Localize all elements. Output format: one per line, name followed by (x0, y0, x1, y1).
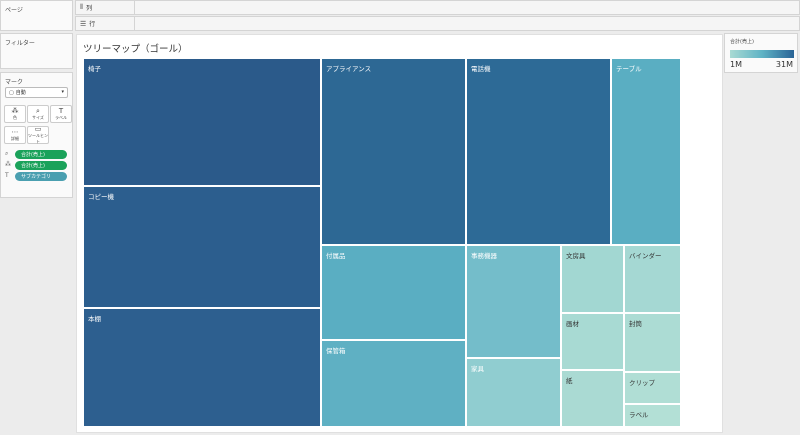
mark-type-dropdown[interactable]: ▢ 自動 ▾ (5, 87, 68, 98)
pages-panel-title: ページ (5, 7, 23, 14)
label-button[interactable]: T ラベル (50, 105, 72, 123)
treemap-cell-label: 本棚 (88, 315, 101, 323)
treemap-cell-label: 電話機 (471, 65, 491, 73)
detail-button-label: 詳細 (11, 135, 19, 141)
detail-icon: ⋯ (11, 127, 19, 136)
rows-shelf-header: ☰ 行 (76, 17, 135, 30)
label-icon: T (58, 106, 64, 115)
label-icon: T (5, 172, 9, 179)
sheet-title: ツリーマップ（ゴール） (83, 44, 188, 55)
treemap-cell-label: 画材 (566, 320, 579, 328)
size-button-label: サイズ (32, 114, 44, 120)
mark-type-icon: ▢ (9, 89, 14, 96)
columns-shelf-header: ⦀ 列 (76, 1, 135, 14)
color-button[interactable]: ⁂ 色 (4, 105, 26, 123)
color-icon: ⁂ (5, 161, 11, 168)
treemap-cell[interactable]: ラベル (624, 404, 681, 427)
treemap-chart[interactable]: 椅子コピー機本棚 アプライアンス 電話機 テーブル付属品保管箱 事務機器家具 文房具 バイン… (83, 58, 681, 427)
rows-icon: ☰ (80, 19, 87, 28)
tooltip-icon: ▭ (34, 124, 42, 133)
treemap-cell[interactable]: テーブル (611, 58, 681, 245)
detail-button[interactable]: ⋯ 詳細 (4, 126, 26, 144)
size-icon: ⌕ (36, 106, 40, 115)
pages-panel: ページ (0, 0, 73, 31)
filters-panel[interactable]: フィルター (0, 33, 73, 69)
color-button-label: 色 (13, 114, 17, 120)
size-pill[interactable]: 合計(売上) (15, 150, 67, 159)
treemap-cell[interactable]: アプライアンス (321, 58, 466, 245)
mark-type-value: 自動 (15, 90, 26, 96)
treemap-cell[interactable]: 保管箱 (321, 340, 466, 427)
treemap-cell[interactable]: 画材 (561, 313, 624, 370)
rows-shelf[interactable]: ☰ 行 (75, 16, 800, 31)
treemap-cell[interactable]: 封筒 (624, 313, 681, 372)
treemap-cell[interactable]: 本棚 (83, 308, 321, 427)
columns-icon: ⦀ (80, 3, 84, 11)
legend-gradient-bar (730, 50, 794, 58)
legend-min-label: 1M (730, 60, 742, 69)
treemap-cell[interactable]: 文房具 (561, 245, 624, 313)
treemap-cell[interactable]: 椅子 (83, 58, 321, 186)
marks-panel: マーク ▢ 自動 ▾ ⁂ 色 ⌕ サイズ T ラベル ⋯ 詳細 ▭ ツールヒント… (0, 72, 73, 198)
columns-shelf[interactable]: ⦀ 列 (75, 0, 800, 15)
size-pill-label: 合計(売上) (21, 152, 45, 158)
treemap-cell[interactable]: 電話機 (466, 58, 611, 245)
treemap-cell[interactable]: バインダー (624, 245, 681, 313)
treemap-cell-label: ラベル (629, 411, 649, 419)
color-icon: ⁂ (11, 106, 19, 115)
treemap-cell-label: 椅子 (88, 65, 101, 73)
columns-shelf-label: 列 (86, 5, 93, 12)
size-icon: ⌕ (5, 150, 9, 157)
chevron-down-icon: ▾ (61, 89, 64, 95)
treemap-cell[interactable]: 家具 (466, 358, 561, 427)
treemap-cell-label: 事務機器 (471, 252, 497, 260)
treemap-cell-label: バインダー (629, 252, 662, 260)
marks-panel-title: マーク (5, 79, 24, 86)
color-pill-label: 合計(売上) (21, 163, 45, 169)
treemap-cell-label: アプライアンス (326, 65, 372, 73)
worksheet: ツリーマップ（ゴール） 椅子コピー機本棚 アプライアンス 電話機 テーブル付属品保管箱… (76, 34, 723, 433)
treemap-cell-label: 紙 (566, 377, 573, 385)
treemap-cell-label: テーブル (616, 65, 642, 73)
left-empty-area (0, 200, 73, 435)
label-pill-label: サブカテゴリ (21, 174, 52, 180)
size-button[interactable]: ⌕ サイズ (27, 105, 49, 123)
rows-shelf-label: 行 (89, 21, 96, 28)
treemap-cell[interactable]: コピー機 (83, 186, 321, 308)
treemap-cell-label: コピー機 (88, 193, 114, 201)
treemap-cell[interactable]: クリップ (624, 372, 681, 404)
tooltip-button-label: ツールヒント (28, 132, 48, 144)
filters-panel-title: フィルター (5, 40, 35, 47)
label-button-label: ラベル (55, 114, 67, 120)
legend-max-label: 31M (775, 60, 793, 69)
tooltip-button[interactable]: ▭ ツールヒント (27, 124, 49, 144)
treemap-cell-label: 付属品 (326, 252, 346, 260)
treemap-cell[interactable]: 紙 (561, 370, 624, 427)
treemap-cell-label: クリップ (629, 379, 655, 387)
label-pill[interactable]: サブカテゴリ (15, 172, 67, 181)
color-pill[interactable]: 合計(売上) (15, 161, 67, 170)
treemap-cell-label: 家具 (471, 365, 484, 373)
treemap-cell-label: 封筒 (629, 320, 642, 328)
treemap-cell[interactable]: 付属品 (321, 245, 466, 340)
color-legend[interactable]: 合計(売上) 1M 31M (724, 33, 798, 73)
treemap-cell-label: 文房具 (566, 252, 586, 260)
treemap-cell-label: 保管箱 (326, 347, 346, 355)
legend-title: 合計(売上) (730, 39, 754, 45)
treemap-cell[interactable]: 事務機器 (466, 245, 561, 358)
